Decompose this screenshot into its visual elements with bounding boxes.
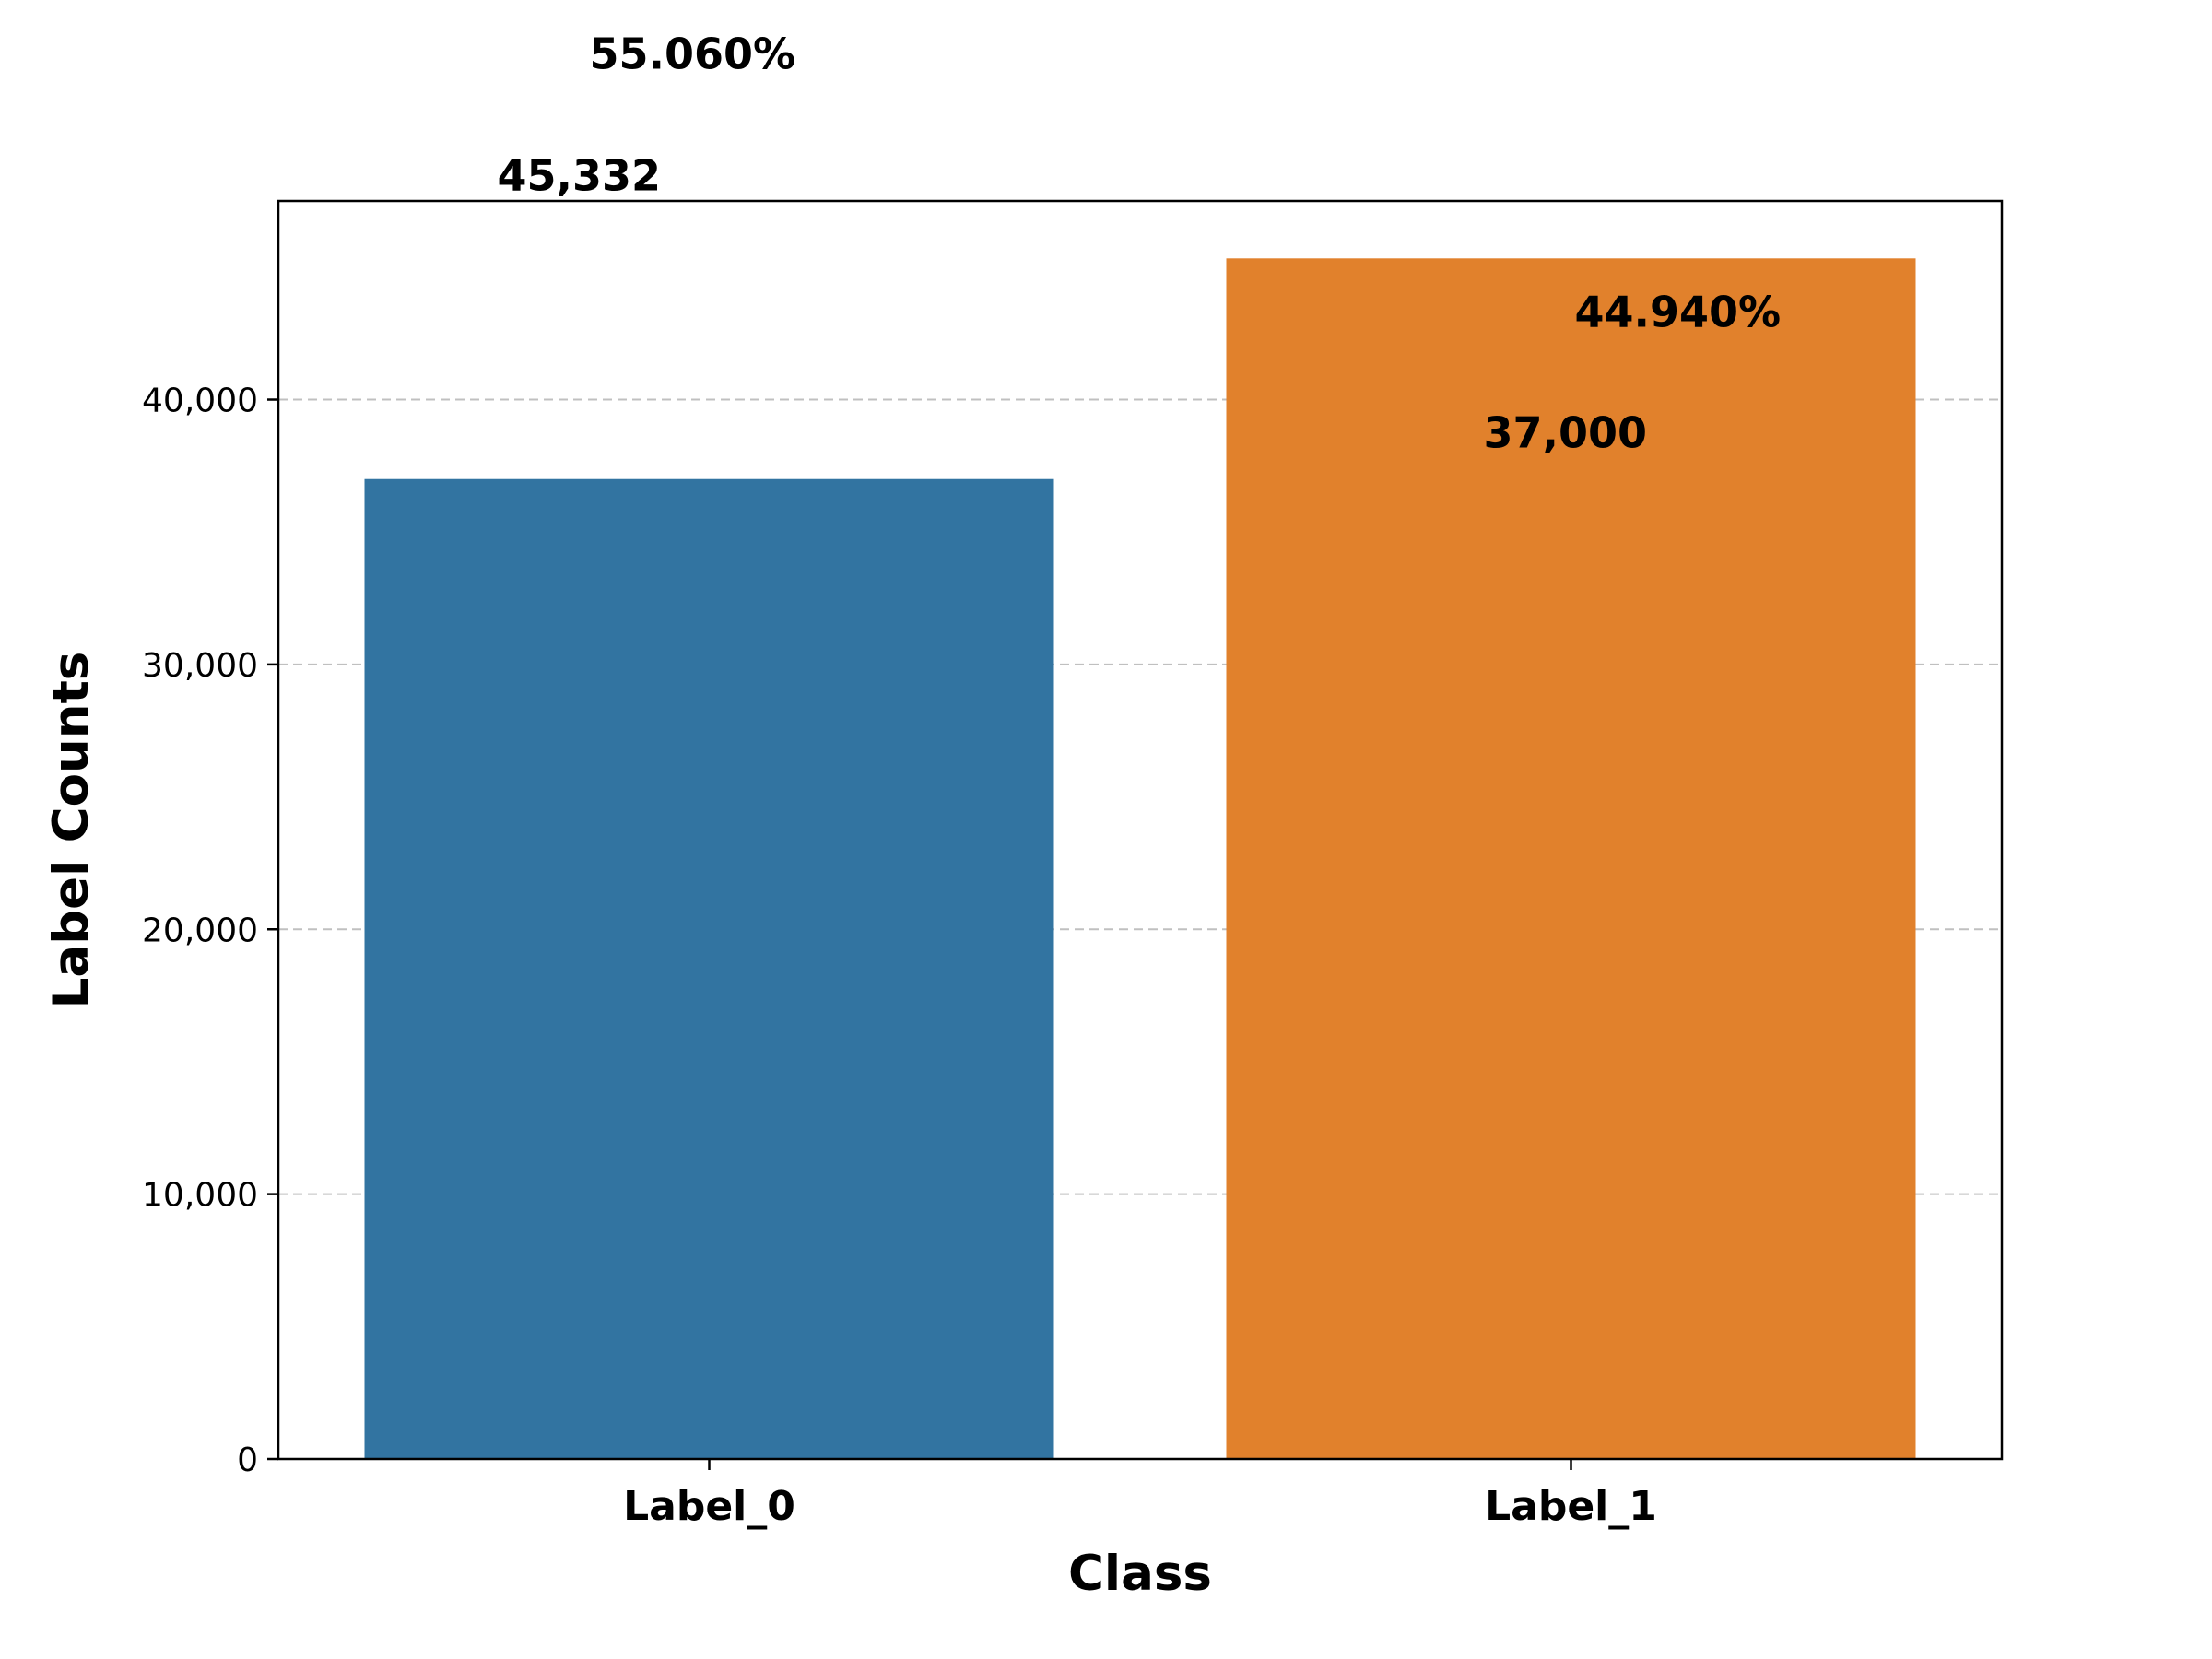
y-tick-label: 20,000: [142, 912, 258, 949]
annotations: 55.060% 45,332 44.940% 37,000: [498, 29, 1782, 458]
y-tick-label: 40,000: [142, 382, 258, 420]
y-tick-label: 10,000: [142, 1177, 258, 1215]
bars: [364, 258, 1916, 1459]
plot-frame: [276, 199, 2004, 1461]
x-axis-ticks: Label_0 Label_1: [623, 1459, 1657, 1530]
y-axis-ticks: 0 10,000 20,000 30,000 40,000: [142, 382, 278, 1479]
bar-label-0: [364, 478, 1054, 1459]
y-axis-title: Label Counts: [43, 652, 100, 1009]
x-tick-label: Label_1: [1485, 1483, 1657, 1530]
y-tick-label: 0: [237, 1441, 258, 1479]
annotation-label: 45,332: [498, 151, 662, 201]
annotation-label: 37,000: [1484, 407, 1648, 457]
x-axis-title: Class: [1068, 1546, 1212, 1602]
bar-label-1: [1226, 258, 1916, 1459]
annotation-label: 55.060%: [590, 29, 796, 79]
y-tick-label: 30,000: [142, 647, 258, 685]
x-tick-label: Label_0: [623, 1483, 795, 1530]
annotation-label: 44.940%: [1575, 288, 1782, 337]
